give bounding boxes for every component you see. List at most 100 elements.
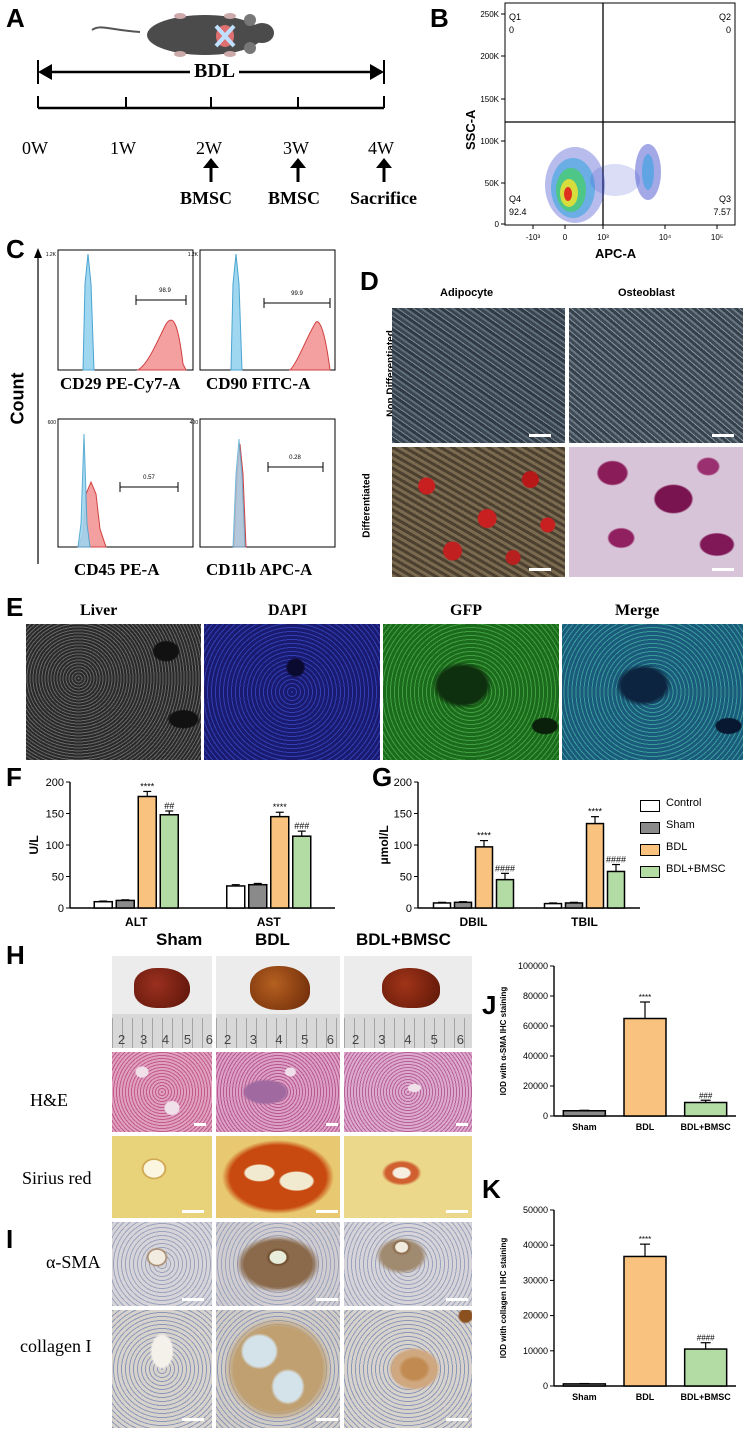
- scale-bar: [446, 1298, 468, 1301]
- legend-swatch: [640, 800, 660, 812]
- q3-value: 7.57: [713, 207, 731, 217]
- chart-k: 0 10000 20000 30000 40000 50000 IOD with colla…: [499, 1205, 736, 1402]
- category-label: Sham: [572, 1392, 597, 1402]
- significance-label: ****: [639, 1235, 651, 1244]
- legend-item-control: Control: [640, 797, 748, 819]
- bdl-label: BDL: [190, 60, 240, 83]
- scale-bar: [446, 1210, 468, 1213]
- panel-label-e: E: [6, 592, 24, 622]
- y-tick-label: 0: [58, 903, 64, 915]
- b-xtick: 10⁵: [711, 233, 723, 242]
- ruler-number: 4: [161, 1032, 170, 1047]
- he-image-bdl-bmsc: [344, 1052, 472, 1132]
- ruler-number: 4: [275, 1032, 283, 1047]
- bar: [495, 878, 515, 909]
- b-xtick: 10³: [597, 233, 609, 242]
- ruler-number: 5: [183, 1032, 192, 1047]
- bar: [474, 846, 494, 909]
- bar: [93, 900, 113, 909]
- b-ytick: 250K: [480, 10, 499, 19]
- bar: [292, 835, 312, 909]
- b-ytick: 200K: [480, 52, 499, 61]
- y-tick-label: 0: [543, 1111, 548, 1121]
- y-tick-label: 0: [543, 1381, 548, 1391]
- bar: [226, 885, 246, 909]
- panel-label-c: C: [6, 234, 25, 264]
- b-xtick: 0: [563, 233, 568, 242]
- b-ylabel: SSC-A: [463, 109, 478, 150]
- significance-label: ##: [164, 801, 174, 811]
- panel-label-k: K: [482, 1174, 501, 1204]
- c-ylabel: Count: [7, 372, 28, 425]
- liver-photo-sham: [112, 956, 212, 1048]
- scale-bar: [529, 434, 551, 437]
- y-tick-label: 30000: [523, 1275, 548, 1285]
- event-sacrifice: Sacrifice: [350, 188, 417, 208]
- significance-label: ****: [639, 993, 651, 1002]
- bar: [453, 901, 473, 909]
- category-label: BDL+BMSC: [681, 1392, 732, 1402]
- bar: [562, 1110, 607, 1117]
- ruler-number: 2: [224, 1032, 232, 1047]
- q2-label: Q2: [719, 12, 731, 22]
- significance-label: ****: [477, 831, 492, 841]
- e-col-dapi: DAPI: [268, 602, 308, 619]
- significance-label: ####: [697, 1334, 715, 1343]
- y-tick-label: 200: [46, 777, 64, 789]
- event-bmsc-2: BMSC: [268, 188, 321, 208]
- scale-bar: [316, 1298, 338, 1301]
- bar: [683, 1348, 728, 1387]
- asma-image-bdl-bmsc: [344, 1222, 472, 1306]
- he-row-label: H&E: [30, 1090, 68, 1110]
- bar: [432, 902, 452, 909]
- cd90-label: CD90 FITC-A: [206, 374, 311, 393]
- b-ytick: 150K: [480, 95, 499, 104]
- category-label: BDL+BMSC: [681, 1122, 732, 1132]
- sirius-image-sham: [112, 1136, 212, 1218]
- scale-bar: [194, 1123, 206, 1126]
- h-col-bdl: BDL: [255, 930, 290, 949]
- mouse-icon: [91, 13, 274, 57]
- q3-label: Q3: [719, 194, 731, 204]
- ruler-number: 6: [205, 1032, 213, 1047]
- scale-bar: [182, 1210, 204, 1213]
- ruler-number: 3: [378, 1032, 386, 1047]
- y-tick-label: 100000: [518, 961, 548, 971]
- arrow-up-icon: [203, 158, 219, 182]
- legend-item-sham: Sham: [640, 819, 748, 841]
- y-tick-label: 40000: [523, 1240, 548, 1250]
- bar: [159, 814, 179, 909]
- bar: [585, 822, 605, 909]
- adipocyte-undiff-image: [392, 308, 565, 443]
- y-tick-label: 20000: [523, 1081, 548, 1091]
- bar: [683, 1101, 728, 1117]
- q1-value: 0: [509, 25, 514, 35]
- he-image-sham: [112, 1052, 212, 1132]
- e-col-gfp: GFP: [450, 602, 482, 619]
- cd29-value: 98.9: [159, 288, 171, 294]
- y-tick-label: 40000: [523, 1051, 548, 1061]
- chart-j: 0 20000 40000 60000 80000 100000 IOD with α-SM…: [499, 961, 736, 1132]
- cd29-label: CD29 PE-Cy7-A: [60, 374, 181, 393]
- asma-image-sham: [112, 1222, 212, 1306]
- tick-3w: 3W: [283, 138, 309, 158]
- bar: [543, 902, 563, 909]
- asma-row-label: α-SMA: [46, 1252, 101, 1272]
- category-label: Sham: [572, 1122, 597, 1132]
- category-label: BDL: [636, 1122, 655, 1132]
- category-label: ALT: [125, 915, 148, 929]
- sirius-image-bdl-bmsc: [344, 1136, 472, 1218]
- legend: Control Sham BDL BDL+BMSC: [640, 797, 748, 885]
- bar: [137, 795, 157, 909]
- scale-bar: [182, 1418, 204, 1421]
- y-tick-label: 60000: [523, 1021, 548, 1031]
- significance-label: ****: [273, 802, 288, 812]
- y-tick-label: 200: [394, 777, 412, 789]
- scale-bar: [456, 1123, 468, 1126]
- legend-swatch: [640, 866, 660, 878]
- panel-label-a: A: [6, 3, 25, 33]
- cd90-value: 99.9: [291, 291, 303, 297]
- y-tick-label: 150: [46, 809, 64, 821]
- ruler-number: 5: [430, 1032, 438, 1047]
- significance-label: ****: [588, 807, 603, 817]
